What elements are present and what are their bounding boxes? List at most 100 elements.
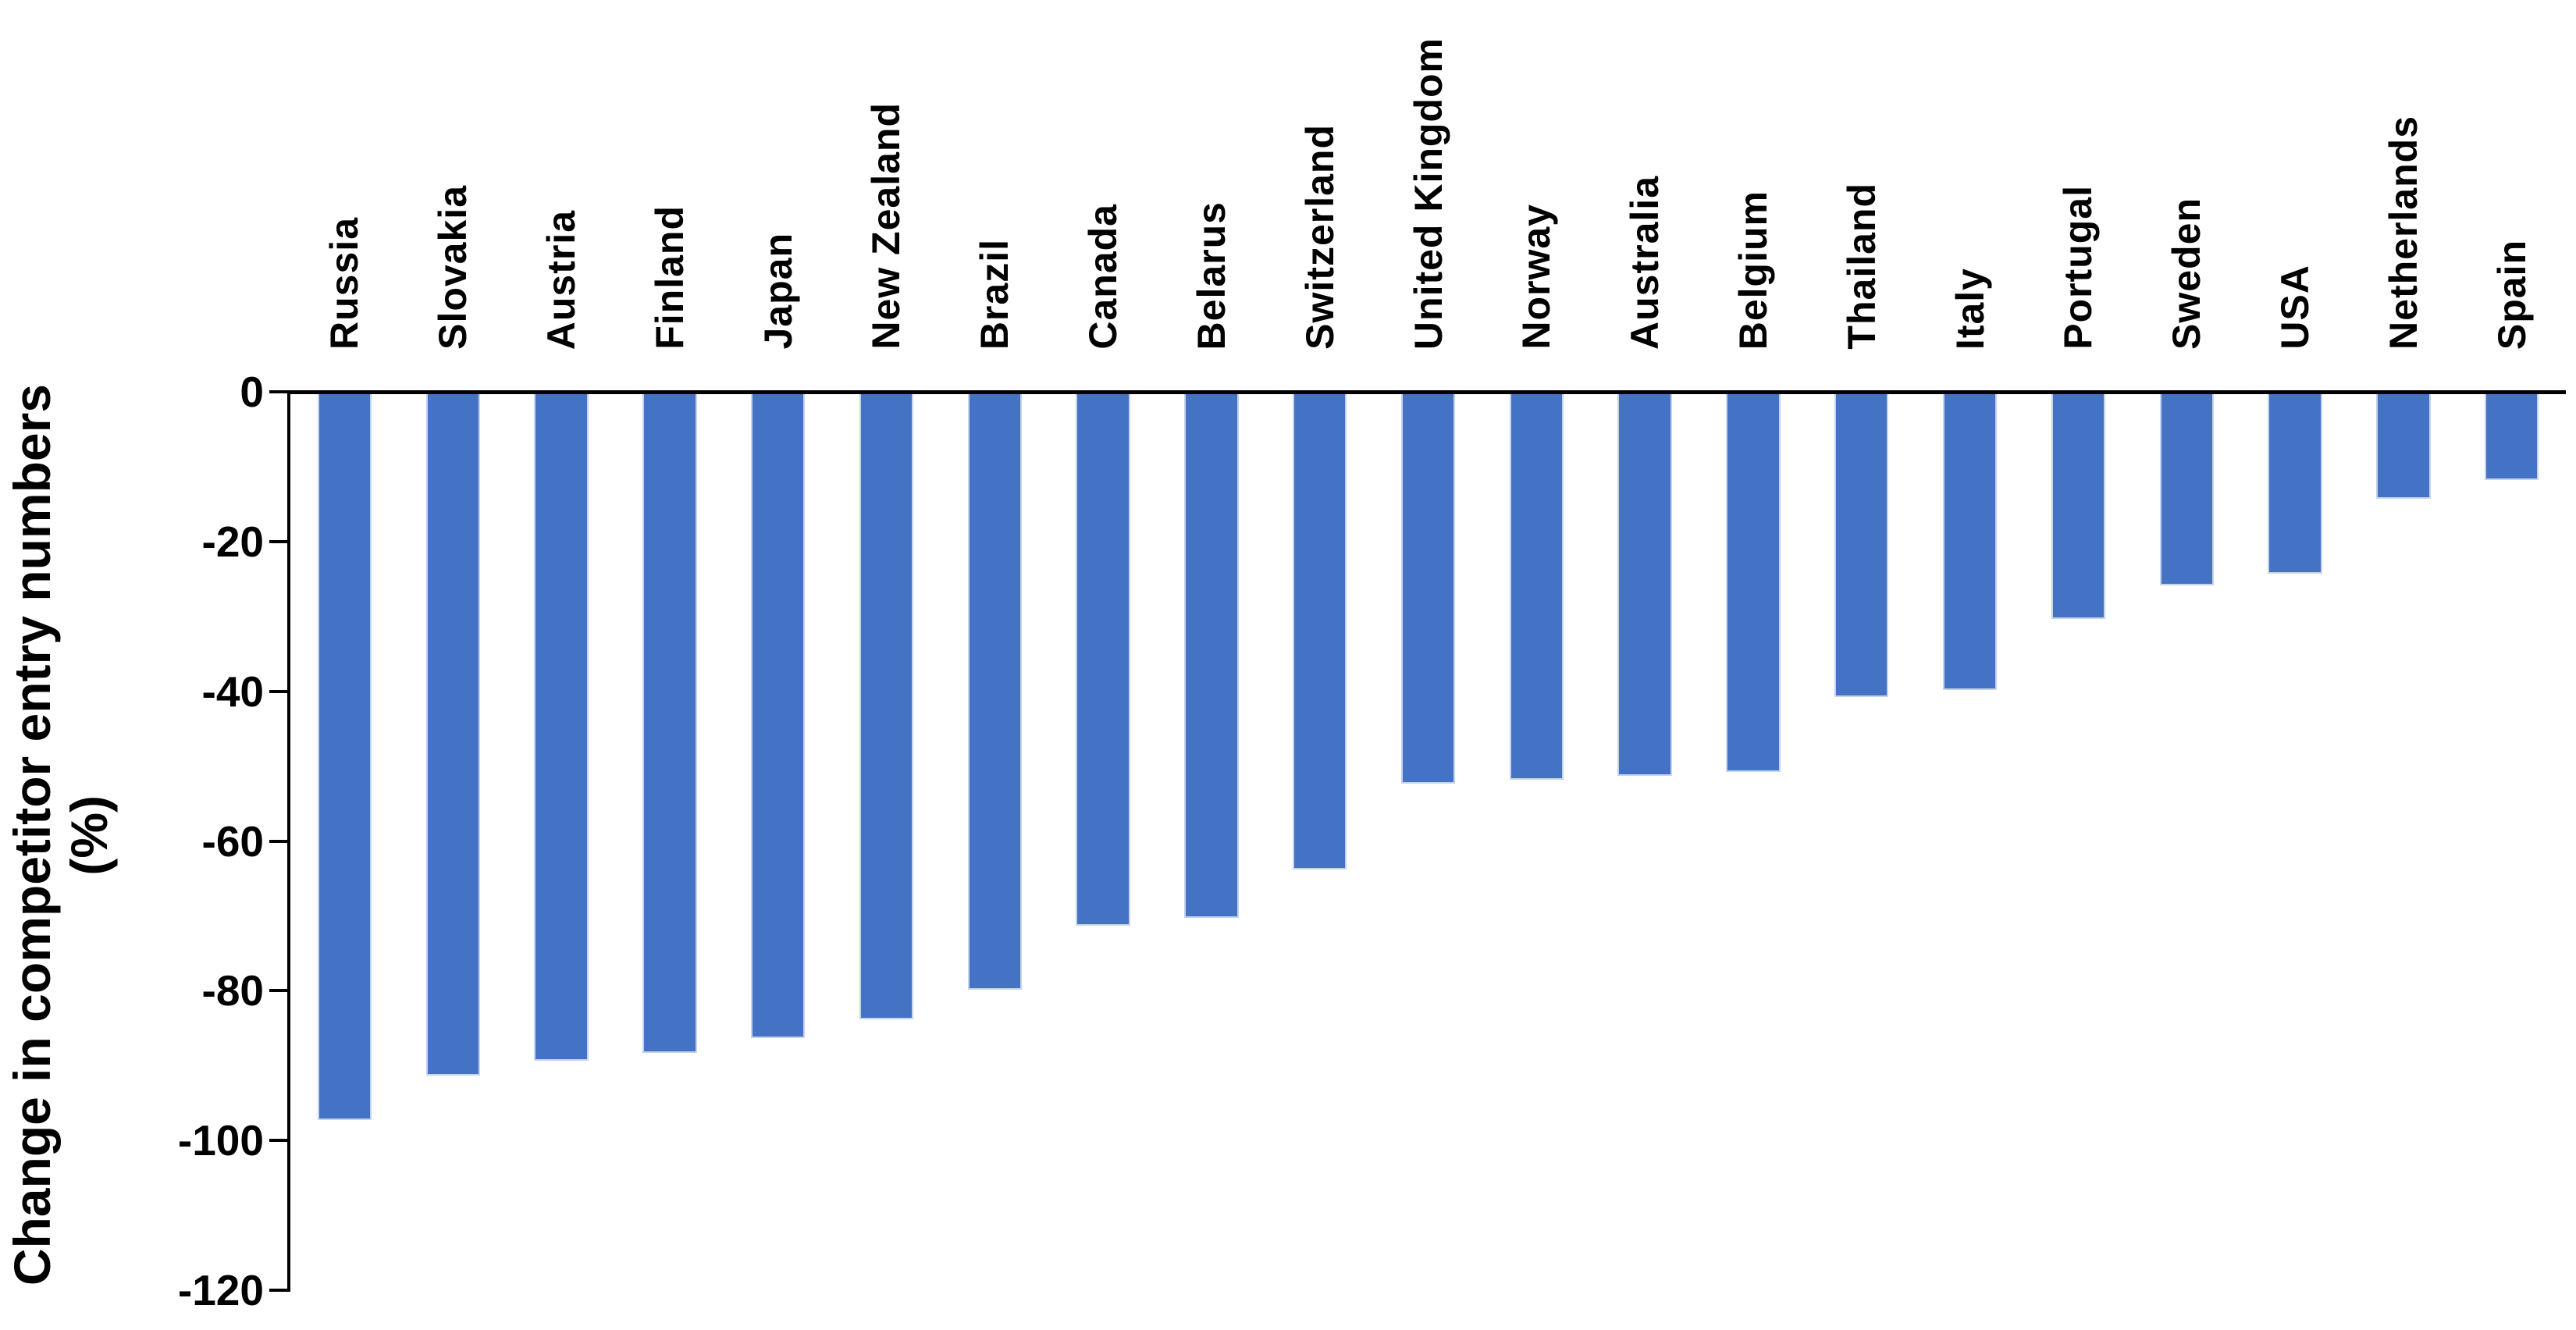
category-label: Canada xyxy=(1081,204,1126,350)
y-tick-mark xyxy=(269,1289,290,1292)
y-tick-mark xyxy=(269,539,290,543)
bar-slot xyxy=(2349,394,2457,1300)
bar-usa xyxy=(2268,394,2322,574)
category-label-slot: Canada xyxy=(1049,0,1158,350)
bar-slot xyxy=(2024,394,2133,1300)
y-tick-mark xyxy=(269,839,290,843)
category-label: Portugal xyxy=(2056,185,2101,350)
bar-italy xyxy=(1942,394,1998,690)
category-label: United Kingdom xyxy=(1406,37,1450,350)
category-label: Sweden xyxy=(2165,197,2209,350)
bar-slot xyxy=(941,394,1049,1300)
bar-netherlands xyxy=(2376,394,2431,500)
y-tick-mark xyxy=(269,989,290,993)
category-label: Italy xyxy=(1948,267,1992,350)
category-label: Norway xyxy=(1514,204,1559,350)
category-label-slot: USA xyxy=(2241,0,2350,350)
y-axis-title-line1: Change in competitor entry numbers xyxy=(3,384,61,1286)
bar-spain xyxy=(2484,394,2539,481)
y-axis-line xyxy=(287,390,290,1292)
bar-slot xyxy=(1591,394,1699,1300)
category-label-slot: Thailand xyxy=(1807,0,1916,350)
bar-australia xyxy=(1617,394,1672,777)
category-label-slot: Norway xyxy=(1482,0,1591,350)
bar-slot xyxy=(1807,394,1916,1300)
y-tick-label: 0 xyxy=(240,368,264,416)
y-tick-mark xyxy=(269,1139,290,1143)
bar-new-zealand xyxy=(859,394,914,1019)
bar-slot xyxy=(290,394,399,1300)
bar-slot xyxy=(615,394,724,1300)
bar-japan xyxy=(750,394,806,1038)
bar-slot xyxy=(2133,394,2241,1300)
x-axis-line xyxy=(287,390,2566,394)
category-labels: Russia Slovakia Austria Finland Japan New Zea… xyxy=(290,0,2566,350)
y-tick-label: -120 xyxy=(177,1266,264,1314)
category-label: Finland xyxy=(647,205,692,350)
category-label-slot: Finland xyxy=(615,0,724,350)
category-label-slot: Switzerland xyxy=(1265,0,1374,350)
bar-sweden xyxy=(2159,394,2214,585)
bar-slot xyxy=(399,394,507,1300)
category-label: Thailand xyxy=(1839,183,1884,350)
bar-belgium xyxy=(1726,394,1781,773)
bar-belarus xyxy=(1184,394,1239,919)
category-label: Austria xyxy=(539,209,584,350)
bar-brazil xyxy=(967,394,1022,990)
bar-canada xyxy=(1076,394,1130,926)
bar-norway xyxy=(1509,394,1564,780)
y-tick-mark xyxy=(269,689,290,693)
bar-slot xyxy=(2241,394,2350,1300)
category-label-slot: Russia xyxy=(290,0,399,350)
bar-slot xyxy=(1049,394,1158,1300)
category-label: Spain xyxy=(2489,239,2534,350)
category-label-slot: Austria xyxy=(507,0,616,350)
bar-united-kingdom xyxy=(1400,394,1456,784)
category-label: Belgium xyxy=(1731,190,1775,350)
bar-slot xyxy=(507,394,616,1300)
category-label: Slovakia xyxy=(431,185,475,350)
category-label: Japan xyxy=(756,233,800,350)
category-label: Australia xyxy=(1623,176,1667,350)
bar-austria xyxy=(534,394,589,1061)
y-tick-label: -20 xyxy=(201,517,265,566)
category-label-slot: Sweden xyxy=(2133,0,2241,350)
category-label: Brazil xyxy=(973,238,1017,350)
category-label-slot: Australia xyxy=(1591,0,1699,350)
y-tick-label: -40 xyxy=(201,667,265,716)
bar-slot xyxy=(832,394,941,1300)
bar-slot xyxy=(1916,394,2024,1300)
category-label-slot: United Kingdom xyxy=(1374,0,1482,350)
category-label-slot: Belgium xyxy=(1699,0,1808,350)
bar-russia xyxy=(317,394,372,1121)
category-label: Netherlands xyxy=(2381,116,2425,350)
bar-slot xyxy=(1265,394,1374,1300)
bar-slot xyxy=(2457,394,2566,1300)
category-label-slot: Japan xyxy=(724,0,832,350)
bar-slot xyxy=(1482,394,1591,1300)
category-label-slot: Netherlands xyxy=(2349,0,2457,350)
y-tick-label: -60 xyxy=(201,816,265,866)
category-label-slot: Italy xyxy=(1916,0,2024,350)
bar-portugal xyxy=(2051,394,2106,619)
bar-slot xyxy=(1699,394,1808,1300)
category-label: USA xyxy=(2273,265,2318,350)
category-label: New Zealand xyxy=(864,102,909,350)
category-label-slot: Belarus xyxy=(1158,0,1266,350)
bar-finland xyxy=(642,394,697,1054)
bar-slot xyxy=(1374,394,1482,1300)
category-label-slot: Portugal xyxy=(2024,0,2133,350)
bars xyxy=(290,394,2566,1300)
y-tick-label: -100 xyxy=(177,1116,264,1165)
category-label-slot: Slovakia xyxy=(399,0,507,350)
category-label-slot: Brazil xyxy=(941,0,1049,350)
bar-thailand xyxy=(1834,394,1889,698)
bar-switzerland xyxy=(1293,394,1347,870)
category-label: Switzerland xyxy=(1297,124,1342,350)
category-label: Belarus xyxy=(1189,201,1233,350)
category-label-slot: New Zealand xyxy=(832,0,941,350)
y-tick-mark xyxy=(269,390,290,393)
y-tick-label: -80 xyxy=(201,966,265,1015)
category-label: Russia xyxy=(322,217,367,350)
